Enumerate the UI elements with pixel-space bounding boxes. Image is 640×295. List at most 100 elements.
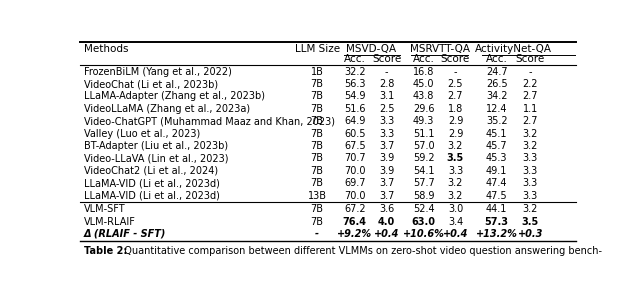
Text: 3.6: 3.6 <box>379 204 394 214</box>
Text: 57.7: 57.7 <box>413 178 435 188</box>
Text: 59.2: 59.2 <box>413 153 435 163</box>
Text: 7B: 7B <box>310 129 324 139</box>
Text: 3.4: 3.4 <box>448 217 463 227</box>
Text: Score: Score <box>516 55 545 65</box>
Text: 2.9: 2.9 <box>448 129 463 139</box>
Text: 3.2: 3.2 <box>523 204 538 214</box>
Text: 3.2: 3.2 <box>448 141 463 151</box>
Text: MSVD-QA: MSVD-QA <box>346 44 396 54</box>
Text: 7B: 7B <box>310 153 324 163</box>
Text: 7B: 7B <box>310 79 324 89</box>
Text: 3.7: 3.7 <box>379 191 394 201</box>
Text: ActivityNet-QA: ActivityNet-QA <box>475 44 552 54</box>
Text: -: - <box>315 229 319 239</box>
Text: 57.0: 57.0 <box>413 141 435 151</box>
Text: Score: Score <box>372 55 401 65</box>
Text: 45.1: 45.1 <box>486 129 508 139</box>
Text: 45.0: 45.0 <box>413 79 435 89</box>
Text: 7B: 7B <box>310 204 324 214</box>
Text: 32.2: 32.2 <box>344 67 365 77</box>
Text: LLaMA-Adapter (Zhang et al., 2023b): LLaMA-Adapter (Zhang et al., 2023b) <box>84 91 265 101</box>
Text: +10.6%: +10.6% <box>403 229 445 239</box>
Text: +9.2%: +9.2% <box>337 229 372 239</box>
Text: 70.7: 70.7 <box>344 153 365 163</box>
Text: FrozenBiLM (Yang et al., 2022): FrozenBiLM (Yang et al., 2022) <box>84 67 232 77</box>
Text: 54.9: 54.9 <box>344 91 365 101</box>
Text: 16.8: 16.8 <box>413 67 435 77</box>
Text: 60.5: 60.5 <box>344 129 365 139</box>
Text: 69.7: 69.7 <box>344 178 365 188</box>
Text: 3.7: 3.7 <box>379 178 394 188</box>
Text: 29.6: 29.6 <box>413 104 435 114</box>
Text: 7B: 7B <box>310 166 324 176</box>
Text: +0.3: +0.3 <box>518 229 543 239</box>
Text: 3.9: 3.9 <box>379 166 394 176</box>
Text: 7B: 7B <box>310 141 324 151</box>
Text: 7B: 7B <box>310 217 324 227</box>
Text: VLM-RLAIF: VLM-RLAIF <box>84 217 136 227</box>
Text: VideoLLaMA (Zhang et al., 2023a): VideoLLaMA (Zhang et al., 2023a) <box>84 104 250 114</box>
Text: 51.6: 51.6 <box>344 104 365 114</box>
Text: 3.3: 3.3 <box>379 116 394 126</box>
Text: 56.3: 56.3 <box>344 79 365 89</box>
Text: Video-ChatGPT (Muhammad Maaz and Khan, 2023): Video-ChatGPT (Muhammad Maaz and Khan, 2… <box>84 116 335 126</box>
Text: 7B: 7B <box>310 104 324 114</box>
Text: MSRVTT-QA: MSRVTT-QA <box>410 44 470 54</box>
Text: 54.1: 54.1 <box>413 166 435 176</box>
Text: 4.0: 4.0 <box>378 217 395 227</box>
Text: 52.4: 52.4 <box>413 204 435 214</box>
Text: LLaMA-VID (Li et al., 2023d): LLaMA-VID (Li et al., 2023d) <box>84 178 220 188</box>
Text: 24.7: 24.7 <box>486 67 508 77</box>
Text: BT-Adapter (Liu et al., 2023b): BT-Adapter (Liu et al., 2023b) <box>84 141 228 151</box>
Text: Valley (Luo et al., 2023): Valley (Luo et al., 2023) <box>84 129 200 139</box>
Text: -: - <box>529 67 532 77</box>
Text: 3.3: 3.3 <box>523 178 538 188</box>
Text: -: - <box>454 67 457 77</box>
Text: 45.7: 45.7 <box>486 141 508 151</box>
Text: -: - <box>385 67 388 77</box>
Text: 7B: 7B <box>310 116 324 126</box>
Text: 2.9: 2.9 <box>448 116 463 126</box>
Text: 47.5: 47.5 <box>486 191 508 201</box>
Text: 3.3: 3.3 <box>448 166 463 176</box>
Text: Score: Score <box>441 55 470 65</box>
Text: 35.2: 35.2 <box>486 116 508 126</box>
Text: +0.4: +0.4 <box>374 229 399 239</box>
Text: 70.0: 70.0 <box>344 191 365 201</box>
Text: LLM Size: LLM Size <box>294 44 340 54</box>
Text: Quantitative comparison between different VLMMs on zero-shot video question answ: Quantitative comparison between differen… <box>118 246 602 256</box>
Text: 3.2: 3.2 <box>523 141 538 151</box>
Text: 7B: 7B <box>310 178 324 188</box>
Text: 67.5: 67.5 <box>344 141 365 151</box>
Text: 3.7: 3.7 <box>379 141 394 151</box>
Text: 70.0: 70.0 <box>344 166 365 176</box>
Text: 67.2: 67.2 <box>344 204 365 214</box>
Text: 58.9: 58.9 <box>413 191 435 201</box>
Text: Table 2:: Table 2: <box>84 246 127 256</box>
Text: 1B: 1B <box>310 67 324 77</box>
Text: 1.8: 1.8 <box>448 104 463 114</box>
Text: 3.2: 3.2 <box>448 178 463 188</box>
Text: 3.5: 3.5 <box>522 217 539 227</box>
Text: 3.3: 3.3 <box>523 153 538 163</box>
Text: LLaMA-VID (Li et al., 2023d): LLaMA-VID (Li et al., 2023d) <box>84 191 220 201</box>
Text: 63.0: 63.0 <box>412 217 436 227</box>
Text: 3.3: 3.3 <box>379 129 394 139</box>
Text: 49.1: 49.1 <box>486 166 508 176</box>
Text: 3.3: 3.3 <box>523 166 538 176</box>
Text: 26.5: 26.5 <box>486 79 508 89</box>
Text: Acc.: Acc. <box>344 55 365 65</box>
Text: 3.5: 3.5 <box>447 153 464 163</box>
Text: 57.3: 57.3 <box>484 217 509 227</box>
Text: 49.3: 49.3 <box>413 116 435 126</box>
Text: VideoChat (Li et al., 2023b): VideoChat (Li et al., 2023b) <box>84 79 218 89</box>
Text: 64.9: 64.9 <box>344 116 365 126</box>
Text: 2.7: 2.7 <box>523 116 538 126</box>
Text: 45.3: 45.3 <box>486 153 508 163</box>
Text: 3.1: 3.1 <box>379 91 394 101</box>
Text: 47.4: 47.4 <box>486 178 508 188</box>
Text: 43.8: 43.8 <box>413 91 435 101</box>
Text: 12.4: 12.4 <box>486 104 508 114</box>
Text: 2.5: 2.5 <box>448 79 463 89</box>
Text: 2.7: 2.7 <box>448 91 463 101</box>
